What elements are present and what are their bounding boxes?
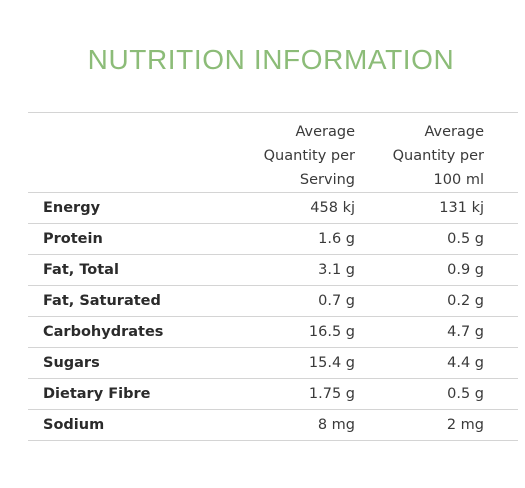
per-100ml-value: 0.9 g xyxy=(447,262,484,278)
per-100ml-value: 0.2 g xyxy=(447,293,484,309)
per-100ml-value: 0.5 g xyxy=(447,231,484,247)
table-row-fat-saturated: Fat, Saturated 0.7 g 0.2 g xyxy=(28,286,518,317)
per-serving-value: 1.6 g xyxy=(318,231,355,247)
row-label: Fat, Total xyxy=(43,262,119,278)
table-header: Average Quantity per Serving Average Qua… xyxy=(28,113,518,193)
table-row-energy: Energy 458 kj 131 kj xyxy=(28,193,518,224)
table-row-dietary-fibre: Dietary Fibre 1.75 g 0.5 g xyxy=(28,379,518,410)
per-100ml-value: 131 kj xyxy=(439,200,484,216)
per-100ml-value: 4.7 g xyxy=(447,324,484,340)
row-label: Protein xyxy=(43,231,103,247)
page-title: NUTRITION INFORMATION xyxy=(87,44,455,75)
per-100ml-value: 0.5 g xyxy=(447,386,484,402)
nutrition-table: Average Quantity per Serving Average Qua… xyxy=(28,112,518,441)
row-label: Energy xyxy=(43,200,101,216)
table-row-sodium: Sodium 8 mg 2 mg xyxy=(28,410,518,441)
table-row-sugars: Sugars 15.4 g 4.4 g xyxy=(28,348,518,379)
table-row-fat-total: Fat, Total 3.1 g 0.9 g xyxy=(28,255,518,286)
row-label: Carbohydrates xyxy=(43,324,164,340)
per-serving-value: 458 kj xyxy=(310,200,355,216)
per-serving-value: 8 mg xyxy=(317,417,355,433)
row-label: Fat, Saturated xyxy=(43,293,161,309)
per-serving-value: 16.5 g xyxy=(308,324,355,340)
per-100ml-value: 4.4 g xyxy=(447,355,484,371)
row-label: Dietary Fibre xyxy=(43,386,151,402)
row-label: Sugars xyxy=(43,355,100,371)
row-label: Sodium xyxy=(43,417,105,433)
per-serving-value: 0.7 g xyxy=(318,293,355,309)
table-row-carbohydrates: Carbohydrates 16.5 g 4.7 g xyxy=(28,317,518,348)
header-per-serving: Average Quantity per Serving xyxy=(263,124,355,188)
per-serving-value: 3.1 g xyxy=(318,262,355,278)
per-serving-value: 15.4 g xyxy=(308,355,355,371)
table-row-protein: Protein 1.6 g 0.5 g xyxy=(28,224,518,255)
per-serving-value: 1.75 g xyxy=(308,386,355,402)
per-100ml-value: 2 mg xyxy=(446,417,484,433)
header-per-100ml: Average Quantity per 100 ml xyxy=(392,124,484,188)
